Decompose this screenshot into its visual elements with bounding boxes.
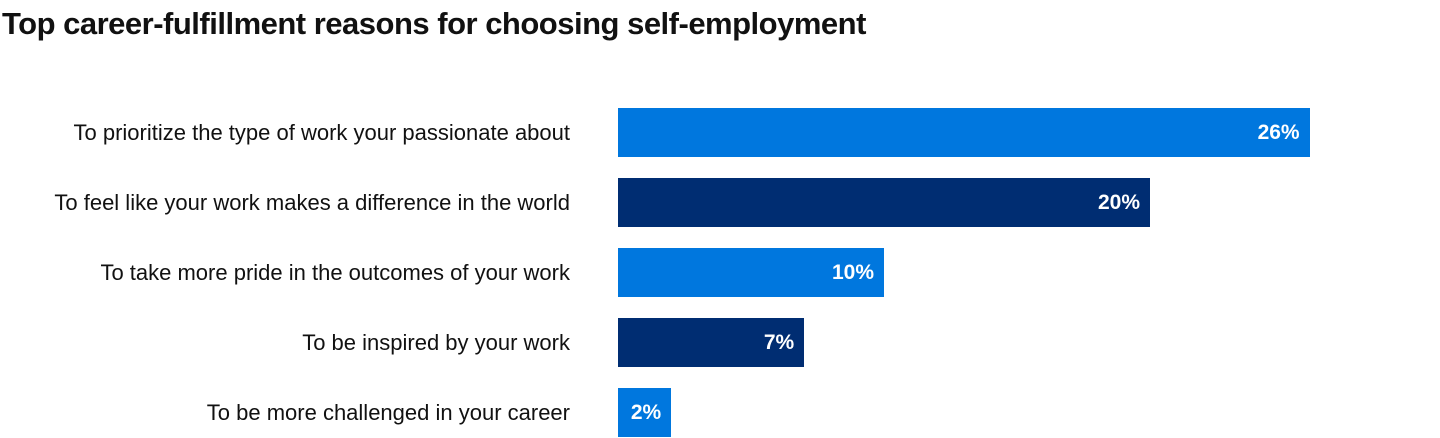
bar xyxy=(618,108,1310,157)
bar xyxy=(618,388,672,437)
bar xyxy=(618,318,805,367)
bar xyxy=(618,178,1150,227)
bar xyxy=(618,248,884,297)
value-label: 26% xyxy=(1257,121,1300,144)
category-label: To take more pride in the outcomes of yo… xyxy=(100,260,570,285)
value-label: 10% xyxy=(831,261,874,284)
category-label: To feel like your work makes a differenc… xyxy=(54,190,570,215)
chart-title: Top career-fulfillment reasons for choos… xyxy=(2,6,866,41)
value-label: 20% xyxy=(1097,191,1140,214)
category-label: To be inspired by your work xyxy=(302,330,570,355)
category-label: To prioritize the type of work your pass… xyxy=(73,120,571,145)
value-label: 2% xyxy=(630,401,662,424)
value-label: 7% xyxy=(763,331,795,354)
category-label: To be more challenged in your career xyxy=(206,400,570,425)
